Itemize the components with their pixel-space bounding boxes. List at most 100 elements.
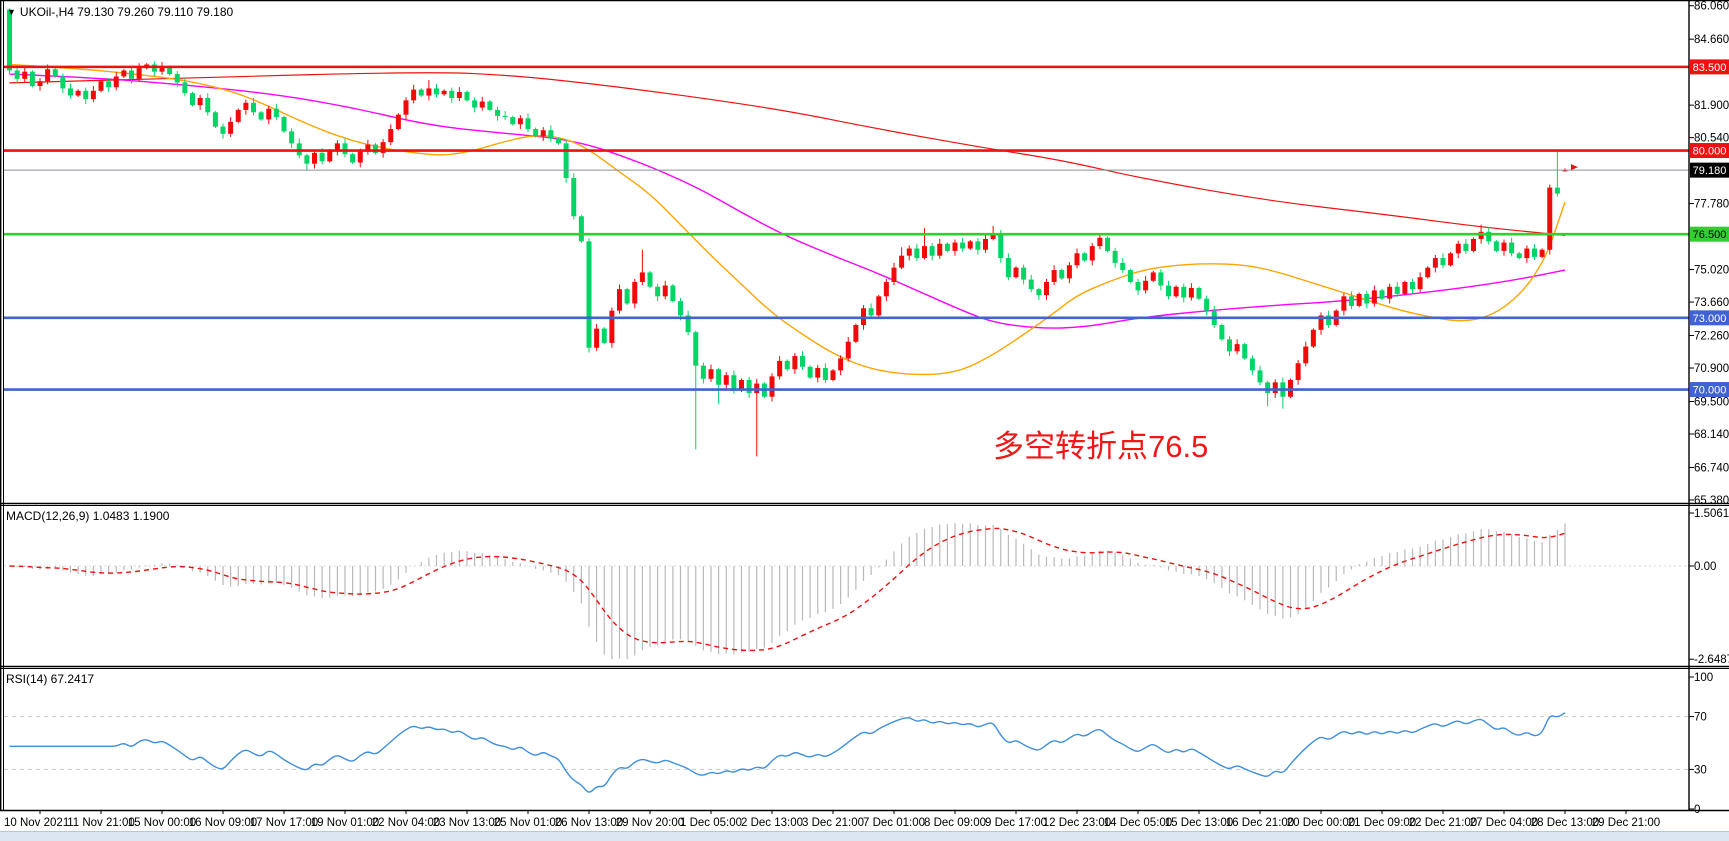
candle <box>7 9 12 71</box>
candle <box>197 97 203 106</box>
candle <box>22 71 28 79</box>
svg-text:11 Nov 21:00: 11 Nov 21:00 <box>67 817 135 829</box>
candle <box>601 328 607 343</box>
macd-signal-line <box>9 527 1566 652</box>
candle <box>624 289 630 304</box>
candle <box>1265 382 1271 394</box>
svg-text:28 Dec 13:00: 28 Dec 13:00 <box>1531 817 1599 829</box>
svg-text:80.000: 80.000 <box>1693 146 1727 158</box>
candle <box>1471 238 1476 251</box>
candle <box>548 130 554 139</box>
candle <box>159 66 165 72</box>
candle <box>1501 242 1507 251</box>
candle <box>510 117 516 125</box>
candle <box>258 112 264 120</box>
candle <box>365 144 371 152</box>
candle <box>350 154 356 163</box>
rsi-line <box>9 712 1566 793</box>
price-axis-column[interactable]: 86.060 84.660 81.900 80.540 77.780 75.020 73.6… <box>1688 0 1729 831</box>
svg-text:1 Dec 05:00: 1 Dec 05:00 <box>680 817 742 829</box>
candle <box>632 281 638 304</box>
svg-text:20 Dec 00:00: 20 Dec 00:00 <box>1287 817 1355 829</box>
candle <box>327 150 333 162</box>
svg-text:70.000: 70.000 <box>1693 385 1727 397</box>
candle <box>14 70 20 79</box>
candle <box>1158 272 1164 286</box>
candle <box>1120 262 1126 271</box>
symbol-dropdown-icon[interactable]: ▼ <box>7 7 16 17</box>
annotation-text: 多空转折点76.5 <box>993 429 1209 464</box>
candle <box>716 369 722 385</box>
candle <box>426 88 432 96</box>
candle <box>952 242 958 251</box>
svg-text:25 Nov 01:00: 25 Nov 01:00 <box>494 817 562 829</box>
candle <box>853 325 859 342</box>
price-badge-70.000 <box>1690 382 1729 398</box>
candle <box>37 81 43 87</box>
candle <box>1410 281 1415 290</box>
candle <box>639 272 645 282</box>
candle <box>1417 277 1423 290</box>
svg-text:69.500: 69.500 <box>1694 396 1729 408</box>
candle <box>876 296 882 316</box>
candle <box>1326 315 1332 326</box>
candle <box>1295 363 1301 380</box>
svg-text:22 Nov 04:00: 22 Nov 04:00 <box>372 817 440 829</box>
candle <box>540 130 546 137</box>
bottom-strip <box>0 831 1729 841</box>
candle <box>1089 246 1095 261</box>
candle <box>1013 267 1019 278</box>
candle <box>662 285 668 297</box>
candle <box>388 129 394 143</box>
candle <box>357 151 363 163</box>
candle <box>1219 325 1225 340</box>
candle <box>1188 287 1194 298</box>
svg-text:15 Nov 00:00: 15 Nov 00:00 <box>128 817 196 829</box>
candle <box>1394 286 1400 294</box>
svg-text:29 Dec 21:00: 29 Dec 21:00 <box>1592 817 1660 829</box>
candle <box>1242 344 1248 359</box>
svg-text:17 Nov 17:00: 17 Nov 17:00 <box>250 817 318 829</box>
candle <box>1234 344 1240 352</box>
candle <box>98 81 104 91</box>
candle <box>792 356 798 370</box>
candle <box>1005 258 1011 278</box>
candle <box>899 255 905 268</box>
candle <box>670 285 676 302</box>
macd-panel-layer[interactable] <box>4 523 1689 660</box>
candle <box>411 89 417 101</box>
candle <box>1150 272 1156 281</box>
candle <box>281 117 287 132</box>
candle <box>563 143 569 179</box>
candle <box>960 242 966 249</box>
candle <box>929 246 935 256</box>
svg-text:8 Dec 09:00: 8 Dec 09:00 <box>924 817 986 829</box>
svg-text:75.020: 75.020 <box>1694 265 1729 277</box>
svg-text:73.660: 73.660 <box>1694 297 1729 309</box>
candle <box>883 281 889 297</box>
candle <box>777 360 783 377</box>
candle <box>700 365 706 379</box>
candle <box>380 142 386 153</box>
candle <box>136 68 142 79</box>
rsi-panel-layer[interactable] <box>4 712 1689 793</box>
candle <box>403 100 409 115</box>
candle <box>967 241 973 249</box>
candle <box>1349 296 1354 306</box>
candle <box>617 289 622 311</box>
price-badge-76.500 <box>1690 226 1729 242</box>
candle <box>1166 285 1171 297</box>
ma-slow-red <box>9 72 1566 236</box>
symbol-quote-bar: ▼ UKOil-,H4 79.130 79.260 79.110 79.180 <box>7 5 233 19</box>
candle <box>1028 279 1034 290</box>
candle <box>342 143 348 155</box>
candle <box>647 272 653 287</box>
candle <box>784 360 790 370</box>
candle <box>906 248 912 256</box>
candle <box>449 90 455 98</box>
candle <box>830 370 836 380</box>
candle <box>1448 253 1454 266</box>
horizontal-lines-layer[interactable] <box>4 65 1689 391</box>
